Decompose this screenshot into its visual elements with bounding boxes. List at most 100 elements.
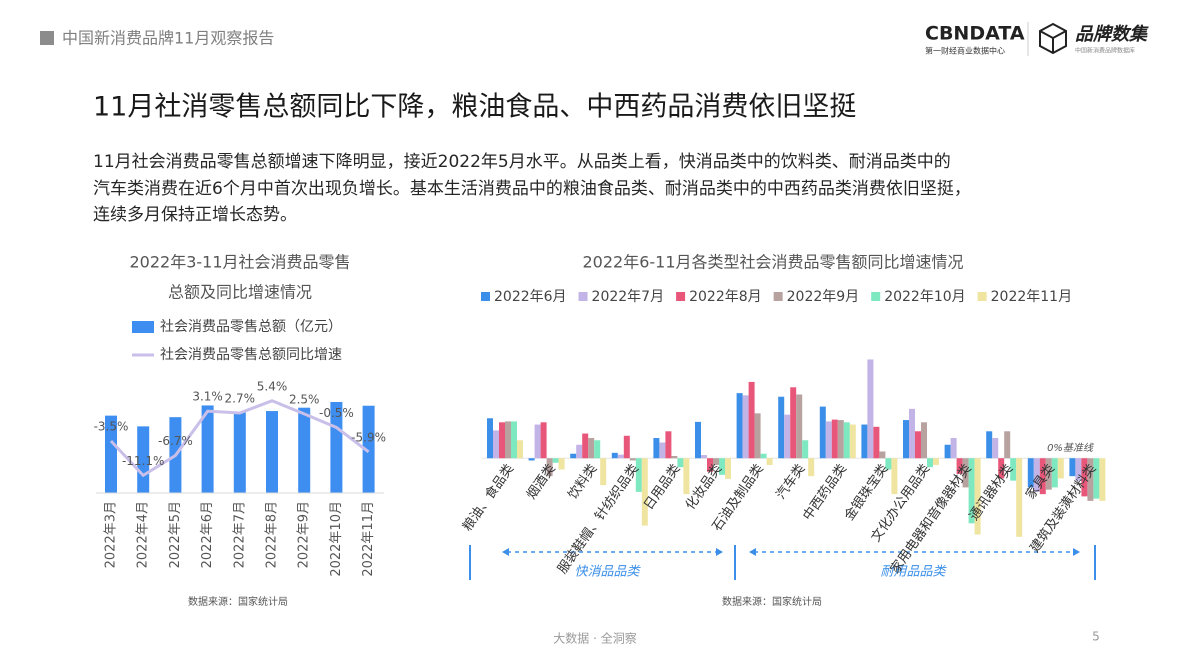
x-tick-label: 2022年10月 (329, 501, 344, 577)
bar (623, 435, 630, 459)
logo-cbndata-sub: 第一财经商业数据中心 (925, 46, 1005, 56)
bar (760, 453, 767, 459)
baseline-label: 0%基准线 (1047, 442, 1094, 454)
bar (665, 431, 672, 459)
bar (493, 430, 499, 459)
data-label: -5.9% (351, 430, 386, 444)
legend-label: 社会消费品零售总额（亿元） (160, 319, 342, 335)
bar (873, 426, 880, 459)
bar (748, 381, 755, 459)
bar (701, 455, 707, 459)
legend-swatch (676, 292, 686, 301)
bar (808, 458, 815, 477)
bar (1057, 458, 1064, 479)
bar (778, 396, 785, 459)
bar (867, 359, 874, 459)
bar (861, 424, 868, 459)
bar (641, 458, 648, 526)
bar (600, 458, 607, 486)
bar (1027, 458, 1034, 488)
bar (802, 440, 809, 459)
legend-label: 2022年8月 (689, 289, 762, 305)
bar (1016, 458, 1023, 537)
bar (736, 393, 743, 459)
bar (819, 406, 826, 459)
x-tick-label: 2022年3月 (104, 501, 119, 568)
chart-title: 2022年6-11月各类型社会消费品零售额同比增速情况 (582, 253, 963, 272)
data-label: -3.5% (94, 420, 129, 434)
x-tick-label: 粮油、食品类 (459, 461, 517, 534)
bar (588, 438, 595, 459)
bar (546, 458, 553, 477)
bar (986, 431, 993, 459)
bar (683, 458, 690, 495)
paragraph-line: 汽车类消费在近6个月中首次出现负增长。基本生活消费品中的粮油食品类、耐消品类中的… (93, 179, 971, 199)
x-tick-label: 汽车类 (773, 461, 808, 502)
bar (517, 440, 523, 459)
x-tick-label: 烟酒类 (524, 462, 559, 503)
bar (511, 421, 517, 459)
logo-brand: 品牌数集 (1075, 24, 1149, 45)
legend-label: 社会消费品零售总额同比增速 (160, 347, 342, 363)
bar (754, 413, 761, 459)
bar (233, 411, 246, 493)
bar (843, 422, 850, 459)
logo-brand-sub: 中国新消费品牌数据库 (1075, 47, 1135, 55)
bar (611, 452, 618, 459)
bar (766, 458, 773, 465)
bar (992, 438, 999, 459)
data-label: 2.7% (225, 391, 256, 405)
x-tick-label: 服装鞋帽、针纺织品类 (554, 461, 642, 577)
bar (653, 438, 660, 459)
arrow-heads (502, 548, 1080, 556)
bar (915, 431, 921, 459)
bar (540, 422, 547, 459)
x-tick-label: 2022年6月 (200, 501, 215, 568)
bar (784, 414, 791, 459)
bar (956, 458, 963, 474)
legend-label: 2022年6月 (494, 289, 567, 305)
legend-swatch (132, 321, 154, 333)
x-tick-label: 家用电器和音像器材类 (887, 461, 975, 577)
bar (487, 418, 493, 459)
bar (933, 458, 939, 465)
bar (695, 421, 701, 459)
x-tick-label: 2022年5月 (168, 501, 183, 568)
legend-swatch (773, 292, 783, 301)
bar (499, 422, 505, 459)
bar (1004, 431, 1011, 459)
bar (837, 420, 844, 459)
bar (1039, 458, 1046, 495)
bar (617, 454, 624, 459)
bar (927, 458, 933, 468)
page-number: 5 (1092, 630, 1100, 644)
bar (1099, 458, 1106, 501)
chart-title: 总额及同比增速情况 (168, 283, 312, 302)
bar (570, 453, 577, 459)
bar (885, 458, 892, 470)
report-name: 中国新消费品牌11月观察报告 (62, 29, 274, 48)
data-label: -11.1% (122, 454, 164, 468)
x-tick-label: 2022年9月 (297, 501, 312, 568)
bar (105, 415, 117, 493)
x-tick-label: 2022年11月 (361, 501, 376, 577)
paragraph-line: 11月社会消费品零售总额增速下降明显，接近2022年5月水平。从品类上看，快消品… (93, 152, 951, 172)
bar (1093, 458, 1100, 499)
bar (1081, 458, 1088, 497)
bar (849, 424, 856, 459)
x-tick-label: 2022年8月 (265, 501, 280, 568)
bar (891, 458, 898, 495)
bar (671, 455, 678, 459)
bar (505, 421, 511, 459)
bar (201, 405, 214, 493)
bar (974, 458, 981, 535)
data-label: 2.5% (289, 392, 320, 406)
bar (909, 408, 915, 459)
bar (635, 458, 642, 492)
slide-title: 11月社消零售总额同比下降，粮油食品、中西药品消费依旧坚挺 (93, 92, 856, 123)
bar (534, 424, 541, 459)
bar (944, 444, 951, 459)
bar (998, 458, 1005, 479)
bar (968, 458, 975, 524)
